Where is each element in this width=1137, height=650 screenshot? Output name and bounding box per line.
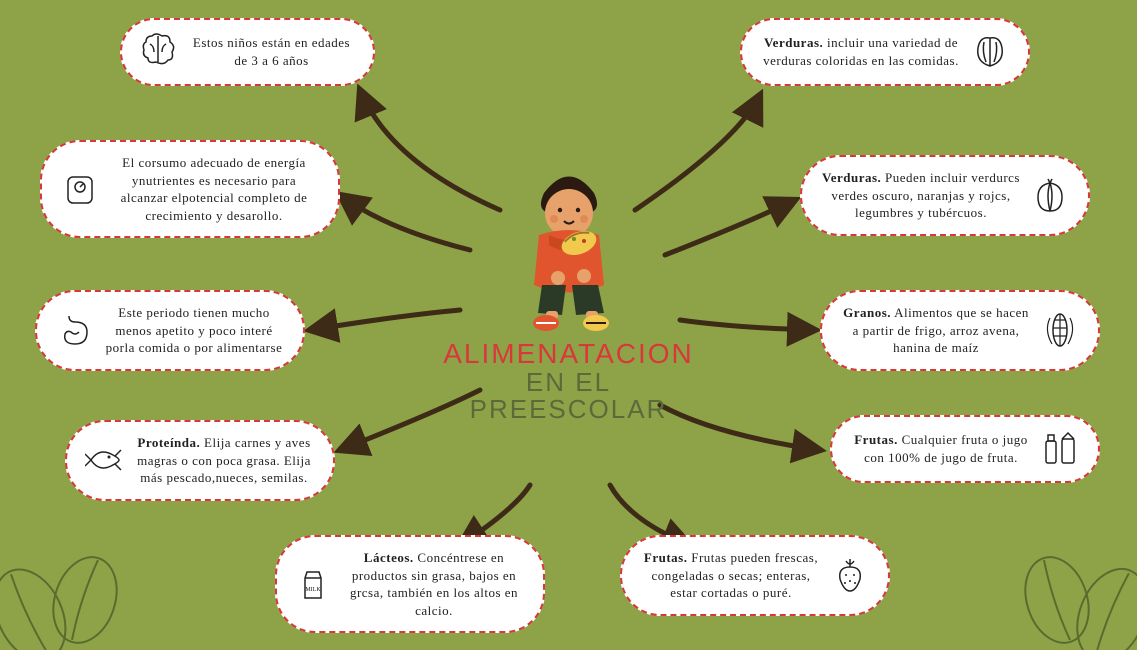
info-bubble-b8: Granos. Alimentos que se hacen a partir … (820, 290, 1100, 371)
bubble-text: Proteínda. Elija carnes y aves magras o … (133, 434, 315, 487)
bubble-text: Lácteos. Concéntrese en productos sin gr… (343, 549, 525, 619)
main-title-2: EN EL PREESCOLAR (429, 369, 709, 424)
brain-icon (140, 32, 180, 72)
fish-icon (85, 440, 125, 480)
bubble-text: Este periodo tienen mucho menos apetito … (103, 304, 285, 357)
scale-icon (60, 169, 100, 209)
info-bubble-b4: Proteínda. Elija carnes y aves magras o … (65, 420, 335, 501)
info-bubble-b10: Verduras. incluir una variedad de verdur… (740, 18, 1030, 86)
info-bubble-b1: Estos niños están en edades de 3 a 6 año… (120, 18, 375, 86)
center-block: ALIMENATACION EN EL PREESCOLAR (429, 165, 709, 423)
info-bubble-b6: Frutas. Frutas pueden frescas, congelada… (620, 535, 890, 616)
bubble-text: Verduras. incluir una variedad de verdur… (760, 34, 962, 69)
child-eating-illustration (494, 165, 644, 335)
corner-beans-right (1007, 540, 1137, 650)
milk-icon (295, 564, 335, 604)
onion-icon (1030, 175, 1070, 215)
strawberry-icon (830, 555, 870, 595)
corn-icon (1040, 310, 1080, 350)
info-bubble-b3: Este periodo tienen mucho menos apetito … (35, 290, 305, 371)
main-title-1: ALIMENATACION (429, 339, 709, 368)
bubble-text: Frutas. Cualquier fruta o jugo con 100% … (850, 431, 1032, 466)
bottles-icon (1040, 429, 1080, 469)
bubble-text: Verduras. Pueden incluir verdurcs verdes… (820, 169, 1022, 222)
info-bubble-b7: Frutas. Cualquier fruta o jugo con 100% … (830, 415, 1100, 483)
stomach-icon (55, 310, 95, 350)
info-bubble-b5: Lácteos. Concéntrese en productos sin gr… (275, 535, 545, 633)
bubble-text: Frutas. Frutas pueden frescas, congelada… (640, 549, 822, 602)
info-bubble-b9: Verduras. Pueden incluir verdurcs verdes… (800, 155, 1090, 236)
bubble-text: Granos. Alimentos que se hacen a partir … (840, 304, 1032, 357)
corner-beans-left (0, 540, 130, 650)
info-bubble-b2: El corsumo adecuado de energía ynutrient… (40, 140, 340, 238)
lettuce-icon (970, 32, 1010, 72)
bubble-text: Estos niños están en edades de 3 a 6 año… (188, 34, 355, 69)
bubble-text: El corsumo adecuado de energía ynutrient… (108, 154, 320, 224)
